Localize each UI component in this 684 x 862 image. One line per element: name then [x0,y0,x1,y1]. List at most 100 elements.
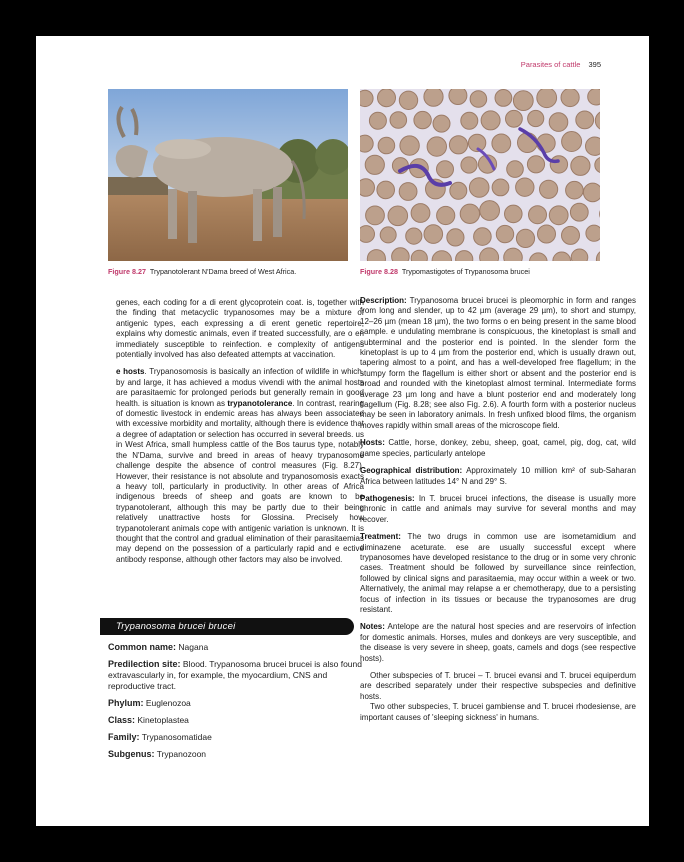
section-heading: Description: [360,296,407,305]
figure-label: Figure 8.28 [360,267,398,276]
taxonomy-row: Phylum: Euglenozoa [108,698,364,709]
red-blood-cell [436,160,454,179]
red-blood-cell [460,111,479,130]
red-blood-cell [473,227,492,246]
red-blood-cell [446,228,465,247]
red-blood-cell [436,205,456,226]
red-blood-cell [536,89,558,109]
section-text: In T. brucei brucei infections, the dise… [360,493,636,524]
red-blood-cell [561,131,583,152]
red-blood-cell [467,133,487,153]
red-blood-cell [529,252,548,261]
red-blood-cell [548,205,569,226]
red-blood-cell [539,179,559,199]
red-blood-cell [527,109,545,128]
section-heading: Pathogenesis: [360,493,415,503]
hosts-text: . Trypanosomosis is basically an infecti… [116,367,364,408]
taxonomy-value: Trypanosomatidae [141,732,212,742]
running-header-section: Parasites of cattle [520,60,581,69]
red-blood-cell [479,200,501,221]
figure-caption-8-27: Figure 8.27 Trypanotolerant N'Dama breed… [108,267,348,276]
taxonomy-key: Subgenus: [108,749,155,759]
left-text-column: genes, each coding for a di erent glycop… [116,298,364,572]
red-blood-cell [477,154,498,174]
taxonomy-key: Common name: [108,642,177,652]
red-blood-cell [561,225,580,245]
taxonomy-list: Common name: Nagana Predilection site: B… [108,642,364,766]
red-blood-cell [368,111,387,130]
trypanosome-shape [518,127,560,164]
red-blood-cell [366,249,386,261]
section-text: Trypanosoma brucei brucei is pleomorphic… [360,296,636,430]
red-blood-cell [360,134,374,153]
red-blood-cell [410,203,431,223]
book-page: Parasites of cattle 395 [36,36,649,826]
figure-label: Figure 8.27 [108,267,146,276]
taxonomy-row: Class: Kinetoplastea [108,715,364,726]
red-blood-cell [594,111,600,130]
red-blood-cell [468,177,490,198]
red-blood-cell [526,155,546,174]
section-description: Description: Trypanosoma brucei brucei i… [360,296,636,431]
red-blood-cell [360,178,375,197]
red-blood-cell [552,251,571,261]
section-heading: Treatment: [360,532,401,542]
red-blood-cell [585,136,600,156]
figure-caption-text: Trypanotolerant N'Dama breed of West Afr… [149,267,297,276]
red-blood-cell [549,155,569,174]
taxonomy-key: Predilection site: [108,659,181,669]
taxonomy-key: Class: [108,715,136,725]
red-blood-cell [582,182,600,203]
red-blood-cell [398,90,419,110]
red-blood-cell [377,136,396,155]
figure-caption-8-28: Figure 8.28 Trypomastigotes of Trypanoso… [360,267,600,276]
paragraph-other-subspecies: Other subspecies of T. brucei – T. bruce… [360,671,636,701]
red-blood-cell [575,110,595,130]
section-heading: Geographical distribution: [360,466,463,476]
red-blood-cell [594,156,600,174]
right-text-column: Description: Trypanosoma brucei brucei i… [360,296,636,723]
red-blood-cell [360,225,375,243]
red-blood-cell [413,110,432,130]
red-blood-cell [469,90,488,108]
red-blood-cell [528,205,547,225]
taxonomy-row: Subgenus: Trypanozoon [108,749,364,760]
red-blood-cell [364,154,385,175]
trypanosome-shape [476,147,496,171]
hosts-text-continued: . In contrast, rearing of domestic lives… [116,398,364,564]
ndama-cattle-image [108,89,348,261]
red-blood-cell [365,205,385,226]
red-blood-cell [391,247,410,261]
taxonomy-row: Common name: Nagana [108,642,364,653]
paragraph-antigenic-variation: genes, each coding for a di erent glycop… [116,298,364,360]
red-blood-cell [405,227,423,245]
trypomastigote-smear-image [360,89,600,261]
red-blood-cell [565,180,584,200]
page-number: 395 [588,60,601,69]
section-geographical-distribution: Geographical distribution: Approximately… [360,466,636,487]
red-blood-cell [459,203,481,225]
taxonomy-key: Family: [108,732,140,742]
red-blood-cell [460,156,478,174]
section-pathogenesis: Pathogenesis: In T. brucei brucei infect… [360,494,636,525]
running-header: Parasites of cattle 395 [521,60,601,69]
red-blood-cell [410,249,428,261]
red-blood-cell [449,181,468,200]
term-trypanotolerance: trypanotolerance [227,398,293,408]
section-text: Approximately 10 million km² of sub-Saha… [360,466,636,486]
figure-caption-text: Trypomastigotes of Trypanosoma brucei [401,267,530,276]
red-blood-cell [448,89,468,105]
red-blood-cell [377,89,396,108]
section-heading: Notes: [360,622,385,632]
red-blood-cell [491,178,510,197]
red-blood-cell [587,89,600,106]
red-blood-cell [585,224,600,242]
blood-smear-photo [360,89,600,261]
red-blood-cell [387,205,409,227]
section-text: Antelope are the natural host species an… [360,622,636,663]
section-heading: Hosts: [360,438,385,448]
red-blood-cell [537,224,556,244]
red-blood-cells [360,89,600,261]
red-blood-cell [515,177,535,197]
red-blood-cell [389,111,408,129]
